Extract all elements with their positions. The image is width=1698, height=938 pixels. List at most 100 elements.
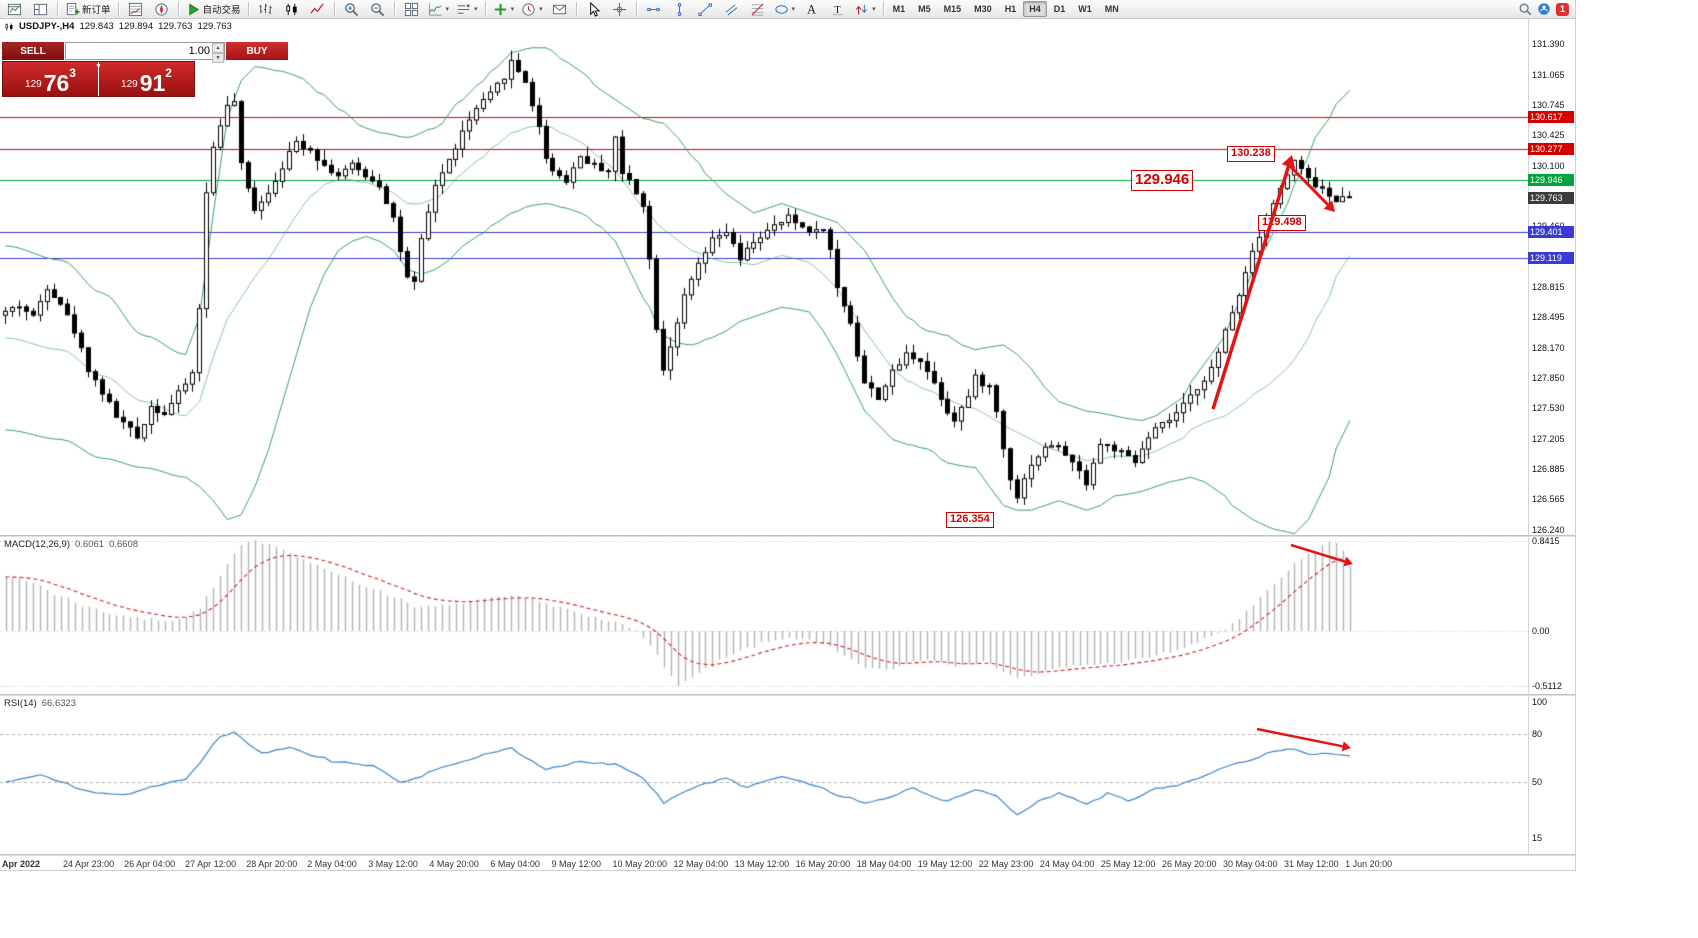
crosshair-button[interactable] — [607, 0, 632, 19]
pointer-icon — [586, 2, 601, 17]
time-axis-label: 2 May 04:00 — [307, 859, 357, 869]
chart-candles-button[interactable] — [279, 0, 304, 19]
time-axis-label: 27 Apr 12:00 — [185, 859, 237, 869]
draw-hline-button[interactable] — [641, 0, 666, 19]
indicators-button[interactable]: ▾ — [425, 0, 453, 19]
timeframe-h4-button[interactable]: H4 — [1023, 1, 1047, 17]
time-axis-label: 28 Apr 20:00 — [246, 859, 298, 869]
autotrading-button[interactable]: 自动交易 — [183, 0, 244, 19]
chart-bars-button[interactable] — [253, 0, 278, 19]
buy-button[interactable]: BUY — [226, 42, 288, 60]
dropdown-caret-icon: ▾ — [445, 6, 450, 13]
price-tag: 129.946 — [1528, 174, 1574, 187]
zoomin-icon — [344, 2, 359, 17]
price-axis-label: 128.815 — [1532, 282, 1565, 292]
profiles-button[interactable] — [28, 0, 53, 19]
macd-name: MACD(12,26,9) — [4, 539, 70, 550]
search-icon[interactable] — [1518, 2, 1532, 16]
spread-dropdown-icon[interactable]: ▼ — [95, 63, 102, 70]
toolbar-separator — [57, 2, 58, 16]
ask-price-button[interactable]: 129 91 2 — [99, 62, 194, 96]
linechart-icon — [310, 2, 325, 17]
panel-splitter[interactable] — [0, 694, 1575, 696]
price-axis-label: 130.745 — [1532, 99, 1565, 110]
bid-price-button[interactable]: 129 76 3 — [3, 62, 98, 96]
tile-windows-button[interactable] — [399, 0, 424, 19]
toolbar-timeframes: M1 M5 M15 M30 H1 H4 D1 W1 MN — [887, 1, 1125, 17]
timeframe-d1-button[interactable]: D1 — [1053, 4, 1066, 14]
panel-splitter[interactable] — [0, 535, 1575, 537]
objects-list-button[interactable]: ▾ — [453, 0, 481, 19]
rsi-axis-label: 80 — [1532, 729, 1543, 739]
toolbar-separator — [333, 2, 335, 16]
autotrading-label: 自动交易 — [202, 5, 241, 16]
cursor-button[interactable] — [581, 0, 606, 19]
macd-label: MACD(12,26,9) 0.6061 0.6608 — [4, 539, 138, 550]
timeframe-m1-button[interactable]: M1 — [892, 4, 906, 14]
macd-chart[interactable] — [0, 537, 1528, 694]
timeframe-h1-button[interactable]: H1 — [1004, 4, 1017, 14]
draw-fibonacci-button[interactable] — [745, 0, 770, 19]
draw-channel-button[interactable] — [719, 0, 744, 19]
draw-text-button[interactable] — [799, 0, 824, 19]
timeframe-m5-button[interactable]: M5 — [918, 4, 931, 14]
trend-icon — [698, 2, 713, 17]
volume-up-icon[interactable]: ▲ — [212, 43, 224, 53]
price-label-annotation[interactable]: 126.354 — [946, 512, 994, 528]
draw-shapes-button[interactable]: ▾ — [771, 0, 799, 19]
new-order-button[interactable]: 新订单 — [62, 0, 114, 19]
price-label-annotation[interactable]: 129.946 — [1131, 170, 1194, 191]
draw-vline-button[interactable] — [667, 0, 692, 19]
draw-label-button[interactable] — [825, 0, 850, 19]
timeframe-m30-button[interactable]: M30 — [974, 4, 992, 14]
price-axis-label: 128.170 — [1532, 342, 1565, 353]
notification-badge[interactable]: 1 — [1556, 2, 1569, 16]
new-chart-button[interactable] — [2, 0, 27, 19]
add-indicator-button[interactable]: ▾ — [490, 0, 518, 19]
arrowobj-icon — [854, 2, 869, 17]
volume-input[interactable] — [66, 43, 224, 59]
market-watch-button[interactable] — [123, 0, 148, 19]
time-axis-label: 6 May 04:00 — [490, 859, 540, 869]
timeframe-m15-button[interactable]: M15 — [943, 4, 962, 14]
time-axis-label: 22 May 23:00 — [978, 859, 1034, 869]
price-label-annotation[interactable]: 130.238 — [1227, 146, 1275, 162]
labelT-icon — [830, 2, 845, 17]
price-tag: 130.617 — [1528, 110, 1574, 123]
draw-arrows-button[interactable]: ▾ — [851, 0, 879, 19]
time-axis[interactable]: Apr 2022 24 Apr 23:00 26 Apr 04:00 27 Apr 1… — [0, 856, 1528, 870]
ohlc-high: 129.894 — [118, 21, 154, 32]
price-tag: 129.763 — [1528, 191, 1574, 204]
price-axis-label: 131.390 — [1532, 39, 1565, 49]
price-tag: 130.277 — [1528, 143, 1574, 156]
chart-line-button[interactable] — [305, 0, 330, 19]
periods-button[interactable]: ▾ — [518, 0, 546, 19]
panel-splitter[interactable] — [0, 854, 1575, 856]
community-icon[interactable] — [1537, 2, 1551, 16]
sell-button[interactable]: SELL — [2, 42, 64, 60]
price-label-annotation[interactable]: 129.498 — [1258, 215, 1306, 231]
one-click-trading-panel: SELL ▲ ▼ BUY ▼ 129 76 3 129 91 2 — [2, 42, 288, 97]
plus-icon — [493, 2, 508, 17]
draw-trendline-button[interactable] — [693, 0, 718, 19]
chart-title-bar: USDJPY-,H4 129.843 129.894 129.763 129.7… — [4, 21, 232, 32]
zoom-in-button[interactable] — [339, 0, 364, 19]
navigator-button[interactable] — [149, 0, 174, 19]
alerts-button[interactable] — [547, 0, 572, 19]
price-axis[interactable]: 131.390 131.065 130.745 130.425 130.100 129.7… — [1528, 0, 1575, 870]
indicator-icon — [428, 2, 443, 17]
crosshair-icon — [612, 2, 627, 17]
zoom-out-button[interactable] — [365, 0, 390, 19]
ohlc-open: 129.843 — [79, 21, 114, 32]
volume-down-icon[interactable]: ▼ — [212, 53, 224, 63]
time-axis-label: 24 May 04:00 — [1039, 859, 1095, 869]
channel-icon — [724, 2, 739, 17]
timeframe-w1-button[interactable]: W1 — [1078, 4, 1092, 14]
mt4-window: 新订单 自动交易 ▾ ▾ ▾ ▾ ▾ ▾ M1 M5 M15 M30 H1 H4 D1 W1 MN 1 USD… — [0, 0, 1576, 871]
toolbar-separator — [177, 2, 179, 16]
main-chart[interactable] — [0, 19, 1528, 535]
objects-icon — [456, 2, 471, 17]
price-axis-label: 126.885 — [1532, 464, 1565, 475]
timeframe-mn-button[interactable]: MN — [1104, 4, 1119, 14]
rsi-chart[interactable] — [0, 696, 1528, 854]
